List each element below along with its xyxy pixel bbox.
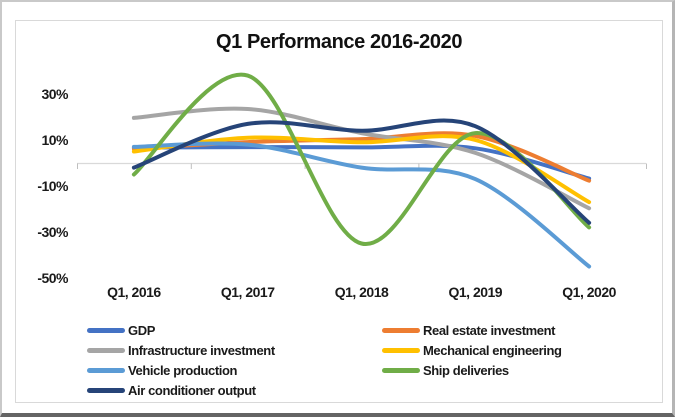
legend-item: GDP — [87, 322, 382, 338]
legend-label: Air conditioner output — [128, 382, 256, 398]
x-category-label: Q1, 2019 — [448, 284, 503, 300]
legend-swatch-icon — [87, 327, 125, 333]
x-category-label: Q1, 2020 — [562, 284, 616, 300]
legend-swatch-icon — [87, 387, 125, 393]
chart-title: Q1 Performance 2016-2020 — [215, 31, 463, 53]
legend-item: Vehicle production — [87, 362, 382, 378]
legend-item: Infrastructure investment — [87, 342, 382, 358]
series-line-mechanical-engineering — [131, 134, 592, 205]
y-tick-label: 10% — [41, 132, 68, 148]
legend-label: Real estate investment — [423, 322, 556, 338]
legend-label: GDP — [128, 322, 155, 338]
y-tick-label: -50% — [37, 270, 68, 286]
y-tick-label: 30% — [41, 86, 68, 102]
series-line-infrastructure-investment — [131, 106, 592, 211]
x-category-label: Q1, 2016 — [107, 284, 161, 300]
chart-frame — [15, 20, 663, 403]
y-tick-label: -10% — [37, 178, 68, 194]
legend-label: Infrastructure investment — [128, 342, 275, 358]
legend-swatch-icon — [382, 347, 420, 353]
y-tick-label: -30% — [37, 224, 68, 240]
legend-item: Ship deliveries — [382, 362, 562, 378]
legend: GDP Real estate investment Infrastructure … — [87, 322, 562, 398]
legend-swatch-icon — [382, 327, 420, 333]
legend-swatch-icon — [87, 347, 125, 353]
x-category-label: Q1, 2018 — [334, 284, 389, 300]
legend-swatch-icon — [87, 367, 125, 373]
legend-label: Ship deliveries — [423, 362, 509, 378]
x-category-label: Q1, 2017 — [220, 284, 275, 300]
series-line-air-conditioner-output — [131, 118, 592, 225]
legend-item: Real estate investment — [382, 322, 562, 338]
legend-item: Mechanical engineering — [382, 342, 562, 358]
legend-item: Air conditioner output — [87, 382, 382, 398]
legend-label: Mechanical engineering — [423, 342, 562, 358]
legend-label: Vehicle production — [128, 362, 238, 378]
legend-swatch-icon — [382, 367, 420, 373]
series-line-vehicle-production — [131, 141, 592, 269]
